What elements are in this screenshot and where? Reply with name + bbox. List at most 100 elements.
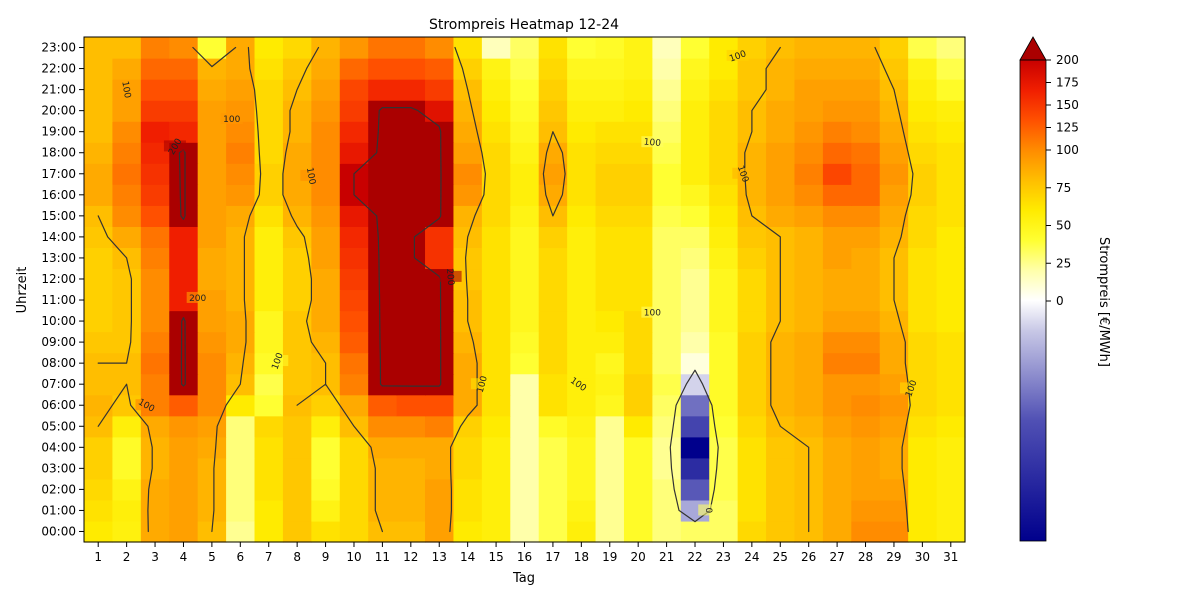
heatmap-cell [84, 100, 114, 122]
heatmap-cell [595, 226, 625, 249]
chart-title: Strompreis Heatmap 12-24 [429, 17, 619, 33]
heatmap-cell [140, 310, 170, 333]
y-tick-label: 12:00 [41, 272, 76, 286]
heatmap-cell [709, 163, 739, 185]
heatmap-cell [481, 499, 511, 522]
heatmap-cell [112, 310, 142, 333]
heatmap-cell [453, 520, 483, 543]
heatmap-cell [254, 205, 284, 227]
heatmap-cell [595, 457, 625, 480]
heatmap-cell [766, 478, 796, 501]
heatmap-cell [595, 79, 625, 101]
heatmap-cell [709, 268, 739, 291]
heatmap-cell [140, 499, 170, 522]
heatmap-cell [652, 163, 682, 185]
heatmap-cell [481, 100, 511, 122]
heatmap-cell [879, 100, 909, 122]
heatmap-cell [851, 163, 881, 185]
heatmap-cell [794, 121, 824, 143]
heatmap-cell [254, 373, 284, 396]
heatmap-cell [936, 226, 966, 249]
heatmap-cell [538, 520, 568, 543]
heatmap-cell [822, 499, 852, 522]
heatmap-cell [368, 268, 398, 291]
heatmap-cell [709, 478, 739, 501]
heatmap-cell [311, 268, 341, 291]
heatmap-cell [851, 37, 881, 59]
heatmap-cell [936, 457, 966, 480]
heatmap-cell [226, 226, 256, 249]
heatmap-cell [766, 499, 796, 522]
heatmap-cell [737, 289, 767, 312]
heatmap-cell [567, 58, 597, 80]
heatmap-cell [510, 268, 540, 291]
heatmap-cell [425, 394, 455, 417]
heatmap-cell [226, 457, 256, 480]
heatmap-cell [169, 373, 199, 396]
heatmap-cell [879, 457, 909, 480]
heatmap-cell [84, 310, 114, 333]
heatmap-cell [425, 352, 455, 375]
heatmap-cell [567, 457, 597, 480]
heatmap-cells [84, 37, 966, 543]
heatmap-cell [510, 37, 540, 59]
y-tick-label: 14:00 [41, 230, 76, 244]
heatmap-cell [140, 373, 170, 396]
heatmap-cell [737, 226, 767, 249]
heatmap-cell [794, 310, 824, 333]
heatmap-cell [396, 121, 426, 143]
heatmap-cell [794, 331, 824, 354]
heatmap-cell [538, 457, 568, 480]
heatmap-cell [879, 331, 909, 354]
heatmap-cell [879, 184, 909, 206]
heatmap-cell [396, 373, 426, 396]
x-tick-label: 4 [180, 550, 188, 564]
heatmap-cell [851, 121, 881, 143]
heatmap-cell [226, 79, 256, 101]
heatmap-cell [567, 499, 597, 522]
heatmap-cell [595, 352, 625, 375]
heatmap-cell [766, 520, 796, 543]
heatmap-cell [709, 436, 739, 459]
contour-label: 100 [119, 80, 132, 99]
heatmap-cell [794, 373, 824, 396]
heatmap-cell [140, 37, 170, 59]
heatmap-cell [851, 58, 881, 80]
heatmap-cell [311, 37, 341, 59]
heatmap-cell [140, 457, 170, 480]
heatmap-cell [794, 289, 824, 312]
heatmap-cell [567, 121, 597, 143]
heatmap-cell [510, 100, 540, 122]
heatmap-cell [709, 394, 739, 417]
heatmap-cell [908, 121, 938, 143]
heatmap-cell [339, 436, 369, 459]
heatmap-cell [425, 247, 455, 270]
heatmap-cell [197, 205, 227, 227]
contour-label-bg [266, 355, 289, 367]
heatmap-cell [709, 457, 739, 480]
heatmap-cell [254, 58, 284, 80]
heatmap-cell [254, 289, 284, 312]
heatmap-cell [908, 163, 938, 185]
heatmap-cell [510, 352, 540, 375]
heatmap-cell [538, 310, 568, 333]
heatmap-cell [623, 205, 653, 227]
heatmap-cell [140, 100, 170, 122]
heatmap-cell [425, 142, 455, 164]
heatmap-cell [908, 520, 938, 543]
heatmap-cell [311, 121, 341, 143]
x-axis-label: Tag [512, 571, 535, 586]
heatmap-cell [908, 436, 938, 459]
heatmap-cell [453, 163, 483, 185]
heatmap-cell [936, 121, 966, 143]
heatmap-cell [282, 142, 312, 164]
heatmap-cell [282, 58, 312, 80]
heatmap-cell [84, 373, 114, 396]
heatmap-cell [282, 247, 312, 270]
heatmap-cell [254, 310, 284, 333]
heatmap-cell [112, 121, 142, 143]
heatmap-cell [737, 499, 767, 522]
heatmap-cell [623, 247, 653, 270]
heatmap-cell [197, 436, 227, 459]
heatmap-cell [595, 268, 625, 291]
